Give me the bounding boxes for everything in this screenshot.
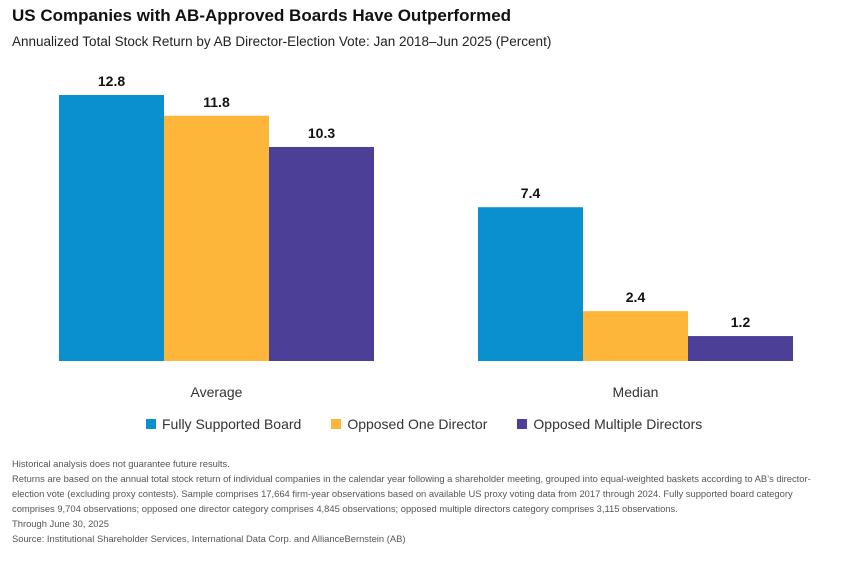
data-label-median-opposed-multiple-directors: 1.2 — [731, 314, 751, 330]
disclaimer-note: Historical analysis does not guarantee f… — [12, 458, 230, 469]
bar-average-fully-supported-board — [59, 95, 164, 361]
legend-label-opposed-multiple: Opposed Multiple Directors — [533, 416, 703, 432]
category-label-average: Average — [191, 384, 243, 400]
data-label-median-fully-supported-board: 7.4 — [521, 185, 541, 201]
legend-swatch-opposed-one — [331, 419, 342, 429]
legend-swatch-fully-supported — [146, 419, 156, 429]
legend-item-fully-supported: Fully Supported Board — [146, 416, 301, 432]
bar-average-opposed-multiple-directors — [269, 146, 374, 361]
legend-label-fully-supported: Fully Supported Board — [162, 416, 302, 432]
legend-item-opposed-multiple: Opposed Multiple Directors — [517, 416, 702, 432]
bar-median-opposed-multiple-directors — [688, 336, 793, 361]
methodology-note: Returns are based on the annual total st… — [12, 473, 811, 514]
bar-average-opposed-one-director — [164, 115, 269, 361]
data-label-median-opposed-one-director: 2.4 — [626, 289, 646, 305]
chart-subtitle: Annualized Total Stock Return by AB Dire… — [12, 34, 552, 49]
bar-median-fully-supported-board — [478, 207, 583, 361]
bar-chart: 12.8 11.8 10.3 Average 7.4 2.4 1.2 Median — [59, 73, 793, 400]
chart-title: US Companies with AB-Approved Boards Hav… — [12, 6, 512, 25]
legend-label-opposed-one: Opposed One Director — [347, 416, 488, 432]
source-note: Source: Institutional Shareholder Servic… — [12, 533, 406, 544]
footnotes: Historical analysis does not guarantee f… — [12, 456, 832, 546]
chart-legend: Fully Supported Board Opposed One Direct… — [146, 416, 702, 432]
legend-swatch-opposed-multiple — [517, 419, 528, 429]
data-label-average-opposed-multiple-directors: 10.3 — [308, 125, 335, 141]
legend-item-opposed-one: Opposed One Director — [331, 416, 487, 432]
category-label-median: Median — [613, 384, 659, 400]
through-date-note: Through June 30, 2025 — [12, 518, 109, 529]
data-label-average-opposed-one-director: 11.8 — [203, 94, 230, 110]
bar-median-opposed-one-director — [583, 311, 688, 361]
data-label-average-fully-supported-board: 12.8 — [98, 73, 125, 89]
